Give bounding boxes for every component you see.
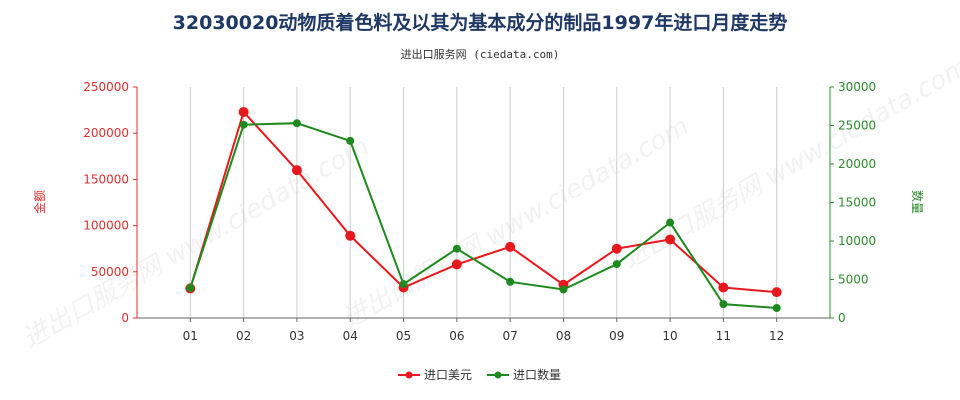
legend-marker xyxy=(494,371,502,379)
y-right-tick-label: 20000 xyxy=(838,157,876,171)
data-point xyxy=(559,285,568,294)
data-point xyxy=(346,136,355,145)
y-left-axis-title: 金额 xyxy=(32,190,47,214)
y-left-tick-label: 50000 xyxy=(91,265,129,279)
x-tick-label: 09 xyxy=(609,329,624,343)
series xyxy=(185,106,782,312)
x-tick-label: 02 xyxy=(236,329,251,343)
x-tick-label: 06 xyxy=(449,329,464,343)
data-point xyxy=(239,120,248,129)
data-point xyxy=(186,283,195,292)
axes: 01 02 03 04 05 06 07 08 09 10 11 120500001000001500… xyxy=(32,80,925,343)
y-left-tick-label: 150000 xyxy=(83,172,129,186)
data-point xyxy=(452,244,461,253)
data-point xyxy=(345,230,356,241)
series-line xyxy=(189,122,777,309)
legend-label: 进口数量 xyxy=(513,367,561,382)
y-left-tick-label: 0 xyxy=(121,311,129,325)
y-right-tick-label: 5000 xyxy=(838,273,869,287)
x-tick-label: 01 xyxy=(183,329,198,343)
chart-title: 32030020动物质着色料及以其为基本成分的制品1997年进口月度走势 xyxy=(172,12,788,34)
legend-item: 进口数量 xyxy=(487,367,561,382)
data-point xyxy=(238,106,249,117)
x-tick-label: 11 xyxy=(716,329,731,343)
data-point xyxy=(771,287,782,298)
chart-subtitle: 进出口服务网 (ciedata.com) xyxy=(400,48,560,61)
data-point xyxy=(399,280,408,289)
y-right-tick-label: 15000 xyxy=(838,196,876,210)
data-point xyxy=(718,282,729,293)
y-right-tick-label: 0 xyxy=(838,311,846,325)
x-tick-label: 08 xyxy=(556,329,571,343)
y-right-tick-label: 30000 xyxy=(838,80,876,94)
legend: 进口美元 进口数量 xyxy=(398,367,561,382)
x-tick-label: 05 xyxy=(396,329,411,343)
x-tick-label: 03 xyxy=(289,329,304,343)
watermark-text: 进出口服务网 www.ciedata.com xyxy=(18,131,375,354)
y-left-tick-label: 250000 xyxy=(83,80,129,94)
data-point xyxy=(292,119,301,128)
x-tick-label: 12 xyxy=(769,329,784,343)
grid xyxy=(136,87,831,318)
data-point xyxy=(772,303,781,312)
data-point xyxy=(611,243,622,254)
x-tick-label: 07 xyxy=(503,329,518,343)
data-point xyxy=(612,260,621,269)
data-point xyxy=(451,259,462,270)
series-2 xyxy=(186,119,781,312)
watermark-text: 进出口服务网 www.ciedata.com xyxy=(338,111,695,334)
y-left-tick-label: 200000 xyxy=(83,126,129,140)
data-point xyxy=(505,241,516,252)
data-point xyxy=(719,300,728,309)
data-point xyxy=(291,165,302,176)
y-left-tick-label: 100000 xyxy=(83,219,129,233)
data-point xyxy=(666,218,675,227)
legend-marker xyxy=(405,371,413,379)
legend-item: 进口美元 xyxy=(398,368,472,382)
data-point xyxy=(506,277,515,286)
x-tick-label: 10 xyxy=(662,329,677,343)
y-right-tick-label: 10000 xyxy=(838,234,876,248)
data-point xyxy=(665,234,676,245)
series-line xyxy=(189,109,777,294)
x-tick-label: 04 xyxy=(343,329,358,343)
y-right-axis-title: 数量 xyxy=(910,190,925,214)
y-right-tick-label: 25000 xyxy=(838,119,876,133)
legend-label: 进口美元 xyxy=(424,368,472,382)
